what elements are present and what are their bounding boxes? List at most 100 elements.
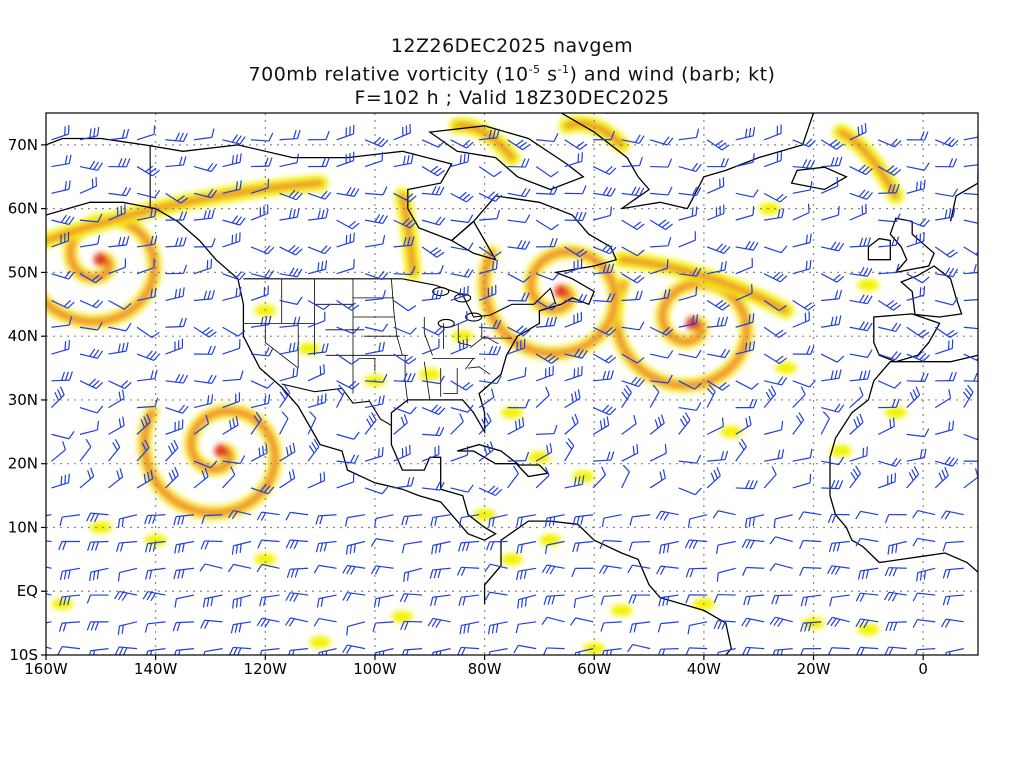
wind-barb — [735, 380, 759, 390]
wind-barb — [307, 471, 326, 489]
map-title: 12Z26DEC2025 navgem 700mb relative vorti… — [0, 34, 1024, 110]
wind-barb — [259, 594, 280, 607]
vorticity-patch-5 — [501, 406, 523, 419]
wind-barb — [884, 567, 907, 577]
wind-barb — [678, 286, 698, 302]
coastline-south-america — [483, 520, 733, 655]
wind-barb — [942, 567, 964, 579]
wind-barb — [912, 537, 936, 547]
wind-barb — [735, 398, 758, 409]
title-line-3: F=102 h ; Valid 18Z30DEC2025 — [354, 87, 670, 110]
state-boundary-25 — [470, 335, 499, 349]
wind-barb — [792, 203, 810, 221]
wind-barb — [422, 426, 445, 437]
wind-barb — [592, 353, 617, 364]
wind-barb — [792, 473, 812, 489]
wind-barb — [849, 266, 873, 277]
lon-tick-label: 40W — [687, 660, 721, 678]
wind-barb — [222, 134, 246, 145]
wind-barb — [193, 460, 218, 469]
wind-barb — [906, 448, 927, 462]
lon-tick-label: 100W — [353, 660, 397, 678]
wind-barb — [906, 326, 930, 338]
wind-barb — [800, 594, 822, 607]
wind-barb — [431, 540, 451, 555]
wind-barb — [51, 180, 71, 194]
wind-barb — [572, 540, 594, 553]
wind-barb — [364, 486, 389, 495]
state-boundary-14 — [358, 358, 376, 372]
wind-barb — [799, 539, 822, 550]
wind-barb — [57, 646, 81, 655]
wind-barb — [393, 444, 411, 462]
wind-barb — [193, 374, 217, 384]
wind-barb — [935, 371, 957, 382]
wind-barb — [193, 414, 210, 435]
wind-barb — [165, 156, 187, 168]
wind-barb — [564, 211, 587, 222]
wind-barb — [621, 414, 637, 435]
wind-barb — [202, 594, 223, 608]
lat-tick-label: 50N — [8, 263, 38, 281]
wind-barb — [222, 271, 246, 281]
wind-barb — [79, 299, 104, 309]
wind-barb — [108, 258, 126, 275]
wind-barb — [574, 648, 594, 655]
lat-tick-label: 30N — [8, 391, 38, 409]
wind-barb — [251, 157, 273, 168]
wind-barb — [222, 153, 242, 168]
wind-barb — [516, 540, 537, 554]
wind-barb — [450, 152, 470, 168]
wind-barb — [165, 132, 188, 143]
wind-barb — [421, 326, 446, 336]
wind-barb — [800, 621, 822, 632]
wind-barb — [79, 160, 103, 171]
wind-barb — [421, 139, 446, 148]
wind-barb — [878, 213, 901, 223]
wind-barb — [313, 618, 337, 627]
wind-barb — [136, 125, 156, 141]
wind-barb — [79, 321, 103, 331]
wind-barb — [285, 617, 309, 627]
wind-barb — [515, 567, 537, 581]
vorticity-patch-4 — [451, 330, 474, 343]
wind-barb — [108, 236, 130, 248]
wind-barb — [820, 353, 845, 363]
wind-barb — [307, 209, 329, 221]
wind-barb — [877, 380, 902, 389]
wind-barb — [849, 321, 873, 332]
wind-barb — [877, 299, 901, 311]
wind-barb — [935, 297, 959, 306]
wind-barb — [136, 207, 157, 221]
wind-barb — [564, 438, 575, 462]
wind-barb — [650, 237, 672, 248]
wind-barb — [906, 466, 920, 489]
wind-barb — [479, 209, 501, 221]
wind-barb — [914, 648, 936, 655]
vorticity-patch-11 — [610, 604, 633, 617]
wind-barb — [707, 261, 727, 275]
wind-barb — [592, 466, 607, 489]
wind-barb — [849, 465, 861, 489]
wind-barb — [430, 594, 451, 607]
wind-barb — [564, 366, 583, 382]
wind-barb — [743, 594, 765, 606]
wind-barb — [222, 232, 241, 248]
wind-barb — [855, 618, 879, 629]
wind-barb — [479, 345, 502, 356]
wind-barb — [628, 540, 651, 552]
wind-barb — [878, 263, 900, 275]
wind-barb — [230, 621, 252, 634]
wind-barb — [429, 567, 451, 579]
wind-barb — [46, 646, 52, 650]
wind-barb — [602, 648, 622, 655]
wind-barb — [621, 246, 645, 257]
wind-barb — [741, 539, 765, 549]
wind-barb — [685, 594, 708, 604]
wind-barb — [685, 567, 708, 578]
wind-barb — [165, 264, 188, 275]
wind-barb — [507, 417, 525, 435]
wind-barb — [906, 218, 930, 228]
wind-barb — [393, 266, 416, 276]
wind-barb — [193, 209, 215, 221]
